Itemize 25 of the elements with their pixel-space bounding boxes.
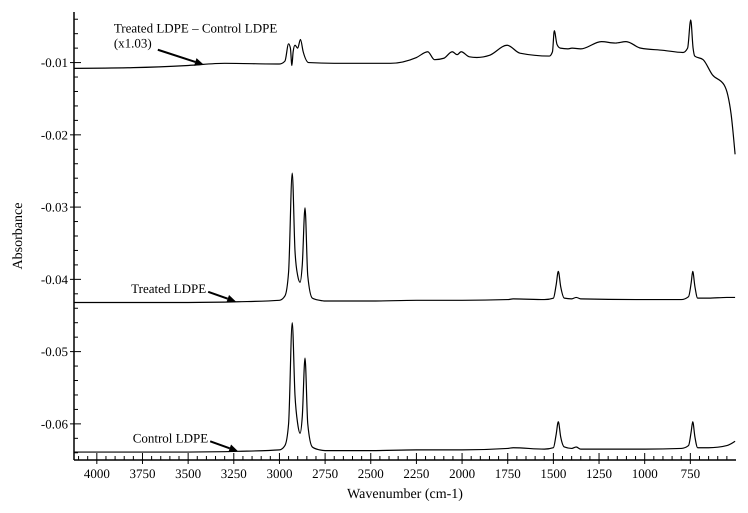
x-tick-label: 4000	[84, 466, 110, 481]
x-tick-label: 2500	[358, 466, 384, 481]
x-tick-label: 3750	[129, 466, 156, 481]
x-tick-label: 2750	[312, 466, 338, 481]
y-tick-label: -0.01	[40, 55, 68, 70]
y-axis-title: Absorbance	[11, 202, 26, 270]
y-tick-label: -0.03	[40, 200, 68, 215]
x-axis-title: Wavenumber (cm-1)	[347, 487, 464, 502]
y-tick-label: -0.05	[40, 344, 68, 360]
x-tick-label: 2250	[403, 466, 430, 481]
x-tick-label: 3000	[266, 466, 292, 481]
x-tick-label: 1000	[632, 466, 658, 481]
y-tick-label: -0.04	[40, 272, 68, 287]
x-tick-label: 2000	[449, 466, 476, 481]
x-tick-label: 1250	[586, 466, 612, 481]
x-tick-label: 3250	[220, 466, 247, 481]
x-tick-label: 3500	[175, 466, 202, 481]
x-tick-label: 750	[680, 466, 700, 481]
x-tick-label: 1500	[540, 466, 566, 481]
annotation: Control LDPE	[132, 430, 208, 446]
annotation: Treated LDPE	[131, 280, 206, 296]
x-tick-label: 1750	[494, 466, 521, 481]
y-tick-label: -0.06	[40, 416, 68, 432]
annotation: Treated LDPE – Control LDPE (x1.03)	[114, 20, 278, 51]
y-tick-label: -0.02	[40, 127, 68, 142]
